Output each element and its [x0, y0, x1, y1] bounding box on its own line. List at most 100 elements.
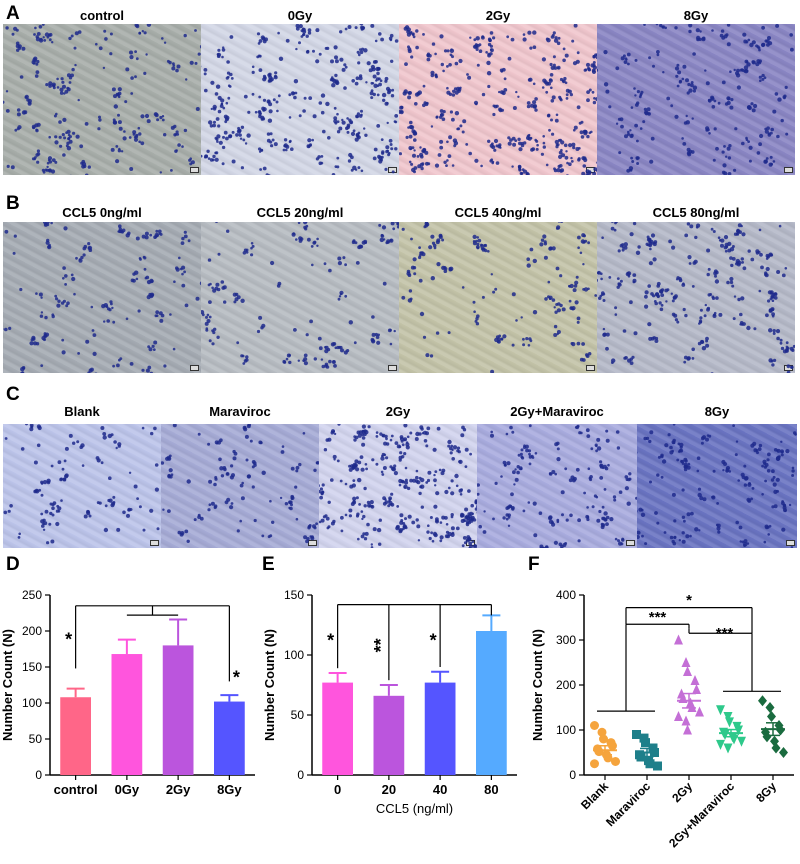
cell-dot [313, 240, 317, 244]
cell-dot [532, 30, 537, 35]
cell-dot [522, 509, 526, 513]
cell-dot [613, 498, 617, 502]
cell-dot [321, 490, 325, 494]
cell-dot [551, 95, 556, 100]
cell-dot [426, 478, 431, 483]
cell-dot [51, 506, 55, 511]
cell-dot [533, 533, 538, 538]
cell-dot [761, 42, 766, 47]
cell-dot [240, 125, 245, 129]
cell-dot [628, 477, 632, 481]
cell-dot [574, 280, 579, 285]
cell-dot [718, 239, 722, 242]
cell-dot [179, 267, 183, 271]
cell-dot [216, 53, 220, 56]
cell-dot [108, 498, 113, 503]
cell-dot [520, 448, 524, 452]
cell-dot [554, 139, 559, 145]
cell-dot [129, 55, 134, 60]
cell-dot [413, 272, 417, 276]
cell-dot [697, 341, 702, 346]
cell-dot [226, 71, 231, 75]
cell-dot [407, 273, 412, 277]
cell-dot [129, 167, 134, 171]
cell-dot [339, 479, 343, 483]
cell-dot [637, 530, 641, 535]
cell-dot [95, 42, 98, 46]
cell-dot [679, 442, 684, 448]
cell-dot [141, 426, 145, 430]
cell-dot [408, 289, 413, 293]
y-tick-label: 300 [556, 633, 576, 647]
cell-dot [88, 514, 92, 518]
cell-dot [295, 26, 300, 31]
sig-star: * [430, 631, 437, 651]
cell-dot [557, 36, 561, 40]
x-tick-label: 2Gy [166, 782, 191, 797]
cell-dot [691, 347, 695, 352]
cell-dot [298, 114, 302, 118]
cell-dot [307, 237, 311, 242]
panel-letter-c: C [6, 384, 20, 405]
cell-dot [697, 487, 702, 491]
cell-dot [273, 142, 278, 147]
cell-dot [614, 313, 618, 316]
cell-dot [720, 29, 725, 33]
cell-dot [711, 495, 714, 499]
cell-dot [294, 485, 298, 489]
cell-dot [736, 85, 741, 90]
cell-dot [148, 347, 153, 352]
cell-dot [347, 25, 352, 29]
cell-dot [449, 110, 453, 114]
cell-dot [689, 534, 692, 538]
cell-dot [404, 517, 407, 521]
cell-dot [658, 301, 662, 305]
cell-dot [500, 338, 504, 341]
cell-dot [74, 63, 77, 67]
cell-dot [146, 24, 152, 27]
cell-dot [290, 466, 295, 471]
cell-dot [317, 155, 321, 159]
cell-dot [386, 239, 391, 244]
micrograph-b-ccl5-20 [201, 222, 399, 373]
cell-dot [500, 70, 503, 73]
cell-dot [528, 77, 533, 82]
cell-dot [775, 477, 780, 482]
cell-dot [76, 440, 80, 444]
cell-dot [280, 450, 285, 454]
cell-dot [780, 346, 785, 351]
cell-dot [507, 524, 511, 527]
cell-dot [305, 34, 309, 38]
cell-dot [373, 83, 378, 88]
cell-dot [38, 38, 44, 43]
cell-dot [146, 119, 151, 124]
cell-dot [555, 113, 559, 117]
cell-dot [520, 467, 523, 471]
cell-dot [450, 444, 454, 448]
cell-dot [138, 31, 142, 35]
data-point [599, 734, 608, 744]
cell-dot [625, 271, 631, 277]
cell-dot [313, 468, 317, 472]
cell-dot [205, 327, 209, 330]
cell-dot [395, 524, 400, 529]
micrograph-c-2gy-maraviroc [477, 424, 637, 548]
cell-dot [756, 151, 761, 155]
cell-dot [149, 371, 154, 373]
cell-dot [757, 46, 761, 50]
cell-dot [706, 272, 710, 277]
cell-dot [394, 120, 398, 124]
cell-dot [77, 352, 80, 355]
cell-dot [350, 155, 354, 160]
cell-dot [492, 112, 496, 117]
cell-dot [524, 444, 529, 449]
cell-dot [285, 38, 290, 43]
cell-dot [366, 522, 370, 527]
cell-dot [580, 431, 583, 435]
cell-dot [646, 107, 651, 112]
cell-dot [781, 273, 786, 278]
cell-dot [743, 39, 748, 44]
cell-dot [462, 428, 467, 432]
cell-dot [267, 118, 273, 123]
cell-dot [370, 81, 374, 85]
